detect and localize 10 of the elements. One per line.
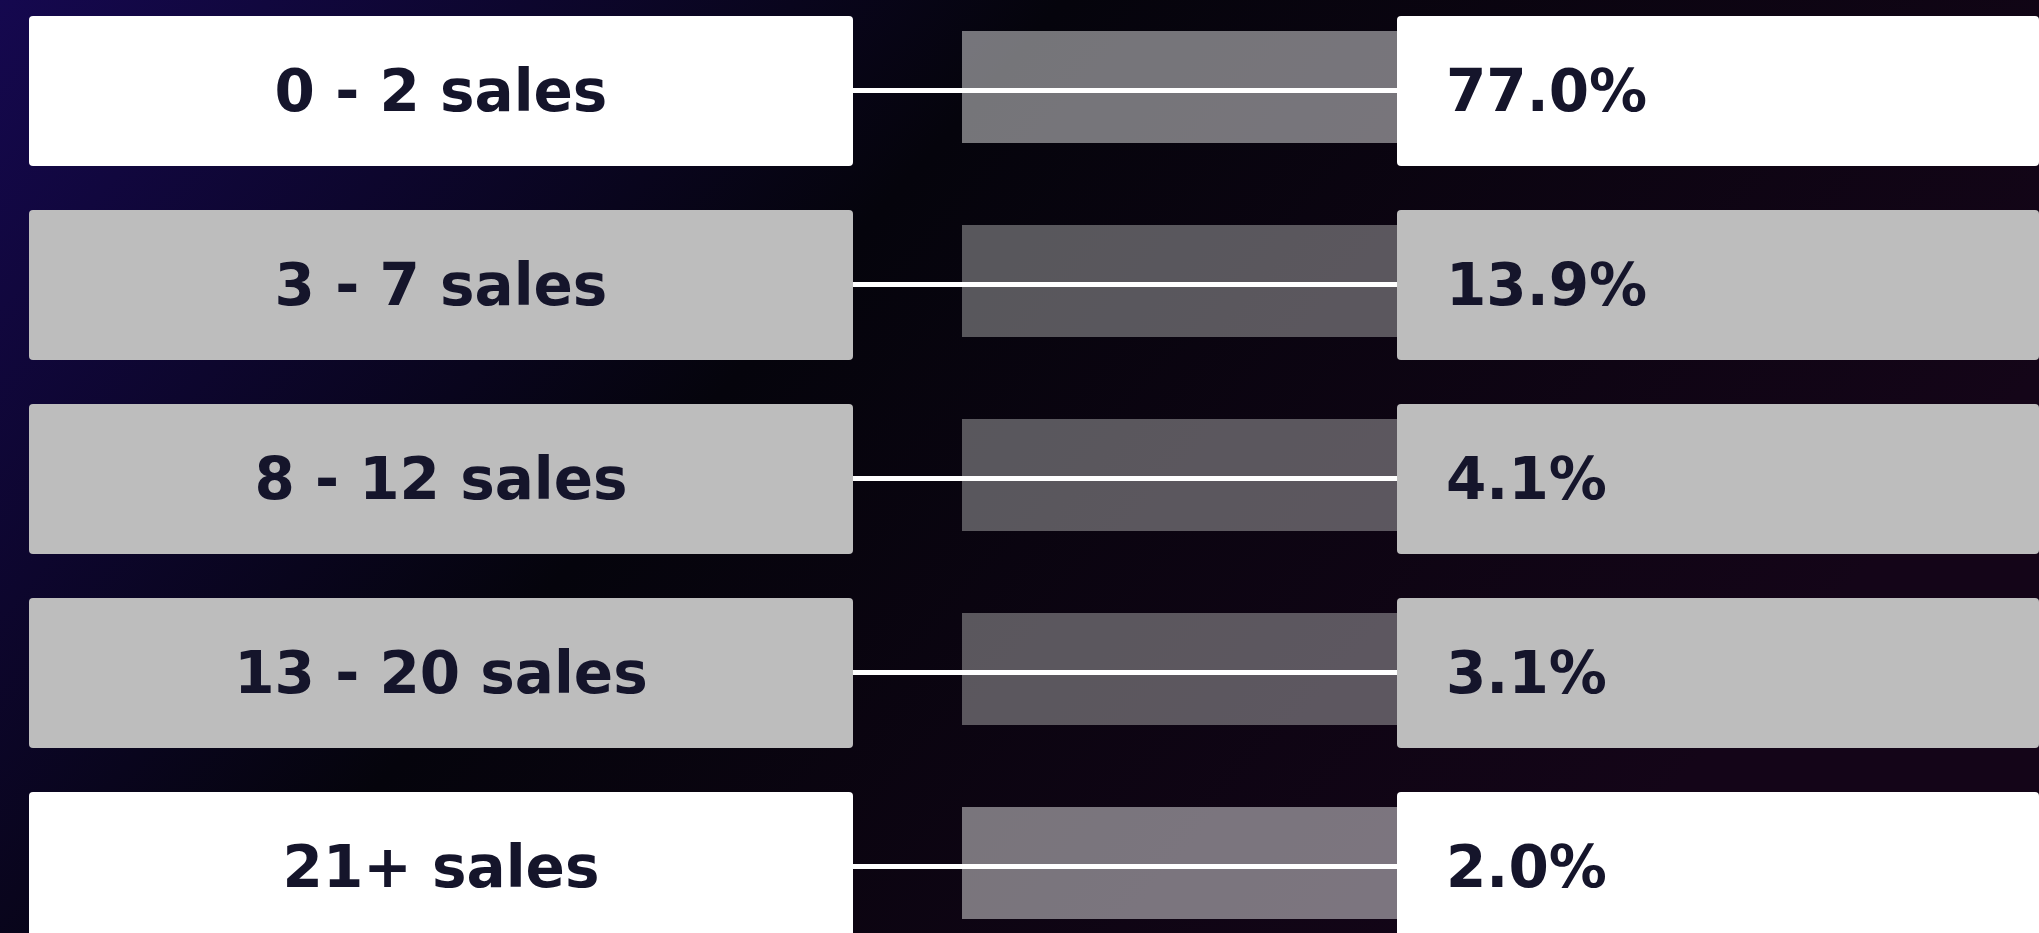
data-label: 2.0%: [1446, 833, 1607, 901]
category-label: 3 - 7 sales: [274, 251, 608, 319]
data-label: 13.9%: [1446, 251, 1648, 319]
category-label: 0 - 2 sales: [274, 57, 608, 125]
data-label: 4.1%: [1446, 445, 1607, 513]
category-label: 21+ sales: [282, 833, 600, 901]
category-label: 8 - 12 sales: [254, 445, 628, 513]
data-label: 3.1%: [1446, 639, 1607, 707]
data-label: 77.0%: [1446, 57, 1648, 125]
category-label: 13 - 20 sales: [234, 639, 648, 707]
